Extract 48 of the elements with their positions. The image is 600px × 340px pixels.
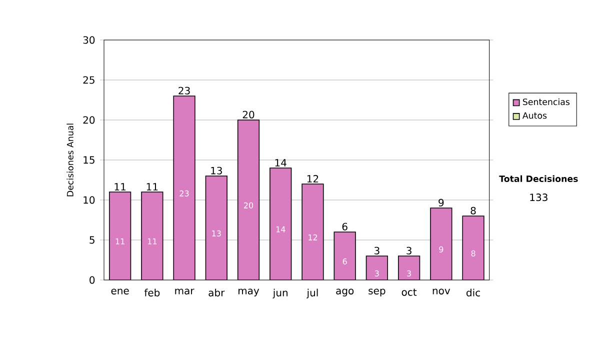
- data-label: 9: [439, 246, 444, 252]
- x-tick-label: jul: [306, 288, 318, 298]
- data-label: 11: [148, 238, 157, 244]
- y-tick-label: 0: [90, 276, 95, 284]
- y-tick-label: 10: [84, 196, 95, 204]
- total-label: 20: [242, 110, 254, 118]
- x-tick-label: nov: [432, 288, 450, 294]
- x-tick-label: ene: [111, 288, 129, 294]
- x-tick-label: may: [238, 288, 260, 296]
- x-tick-label: mar: [175, 288, 194, 294]
- total-label: 11: [114, 183, 126, 190]
- text: Total Decisiones: [499, 175, 578, 182]
- y-tick-label: 25: [83, 76, 94, 84]
- data-label: 20: [244, 202, 254, 208]
- data-label: 23: [180, 190, 189, 196]
- total-label: 8: [470, 206, 476, 214]
- x-tick-label: oct: [402, 288, 417, 296]
- data-label: 13: [212, 230, 221, 236]
- x-tick-label: feb: [144, 288, 160, 296]
- y-tick-label: 15: [84, 156, 94, 164]
- total-label: 14: [275, 159, 286, 166]
- legend-label: Autos: [522, 112, 547, 119]
- x-tick-label: jun: [272, 288, 288, 298]
- y-axis-title: Decisiones Anual: [66, 124, 74, 196]
- total-label: 6: [342, 222, 348, 230]
- data-label: 3: [375, 270, 379, 276]
- x-tick-label: abr: [208, 288, 225, 296]
- text: 133: [530, 194, 548, 202]
- x-tick-label: sep: [368, 288, 386, 296]
- total-label: 12: [307, 174, 318, 182]
- data-label: 3: [407, 270, 411, 276]
- y-tick-label: 5: [90, 236, 94, 244]
- total-label: 3: [406, 246, 412, 254]
- total-label: 23: [178, 86, 190, 94]
- total-label: 9: [438, 198, 444, 206]
- total-label: 11: [146, 183, 158, 190]
- data-label: 6: [342, 258, 347, 264]
- x-tick-label: ago: [336, 288, 354, 296]
- total-label: 13: [211, 166, 222, 174]
- data-label: 8: [471, 250, 476, 256]
- data-label: 12: [308, 234, 318, 240]
- total-label: 3: [374, 246, 380, 254]
- x-tick-label: dic: [466, 288, 480, 296]
- y-tick-label: 30: [83, 36, 95, 44]
- legend-label: Sentencias: [522, 98, 570, 106]
- data-label: 14: [276, 226, 286, 232]
- data-label: 11: [116, 238, 124, 244]
- y-tick-label: 20: [83, 116, 95, 124]
